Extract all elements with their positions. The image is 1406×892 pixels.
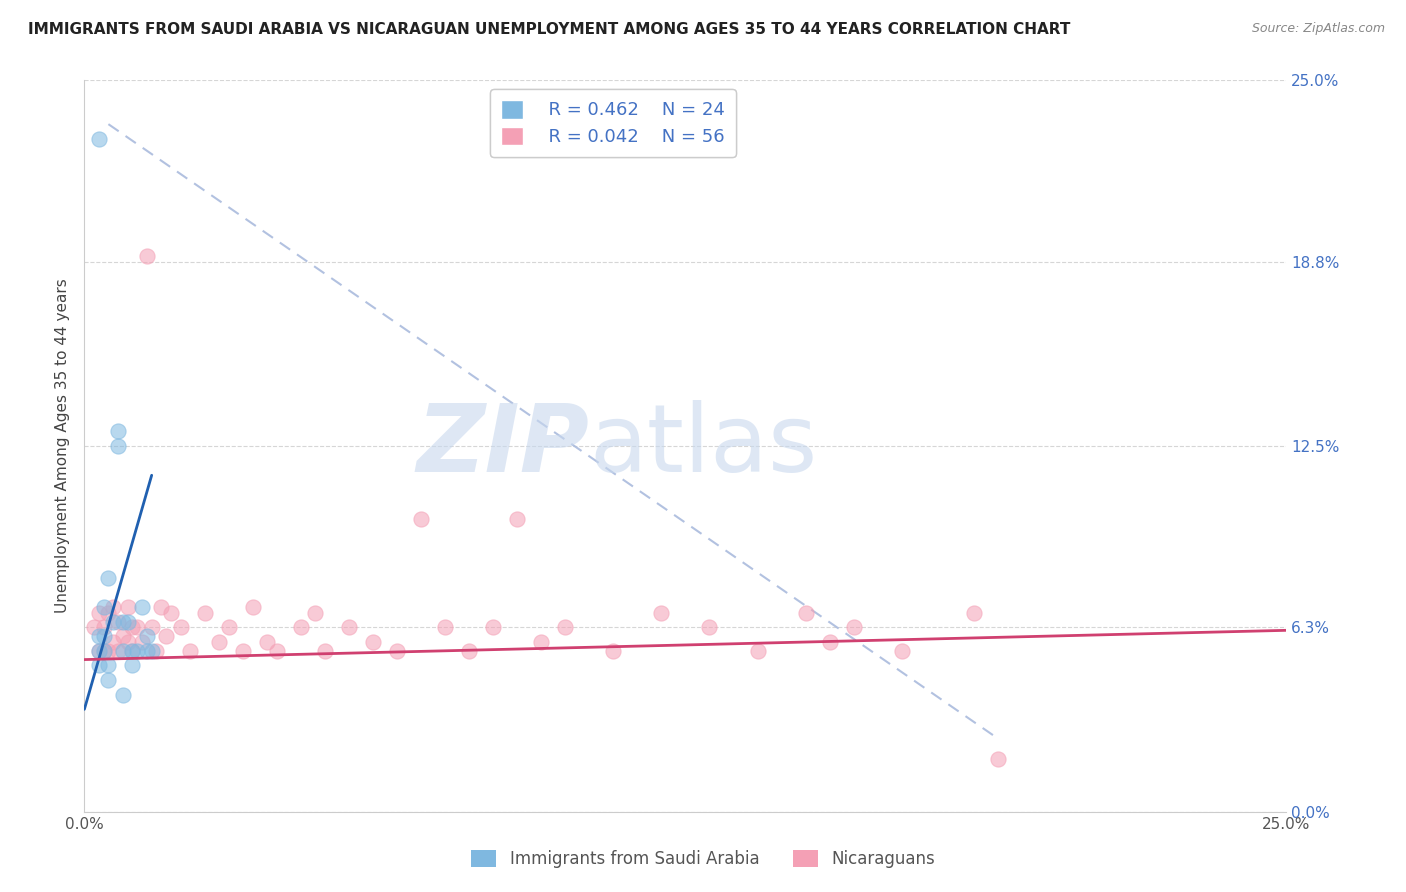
Point (747, 644, 769, 658)
Point (121, 644, 143, 658)
Text: atlas: atlas (589, 400, 817, 492)
Y-axis label: Unemployment Among Ages 35 to 44 years: Unemployment Among Ages 35 to 44 years (55, 278, 70, 614)
Point (385, 644, 408, 658)
Point (150, 599, 173, 614)
Point (97, 644, 120, 658)
Point (409, 512, 432, 526)
Point (117, 635, 139, 649)
Legend: Immigrants from Saudi Arabia, Nicaraguans: Immigrants from Saudi Arabia, Nicaraguan… (464, 843, 942, 875)
Point (107, 615, 129, 629)
Text: ZIP: ZIP (416, 400, 589, 492)
Point (194, 606, 217, 620)
Point (458, 644, 481, 658)
Point (232, 644, 254, 658)
Point (117, 599, 139, 614)
Point (208, 635, 231, 649)
Point (97, 606, 120, 620)
Point (266, 644, 288, 658)
Point (290, 620, 312, 634)
Point (97, 673, 120, 687)
Point (107, 644, 129, 658)
Point (87, 132, 110, 146)
Point (83, 620, 105, 634)
Point (93, 620, 115, 634)
Point (107, 439, 129, 453)
Point (111, 629, 134, 643)
Point (87, 606, 110, 620)
Point (482, 620, 505, 634)
Point (699, 620, 721, 634)
Point (87, 644, 110, 658)
Point (121, 644, 143, 658)
Point (361, 635, 384, 649)
Point (218, 620, 240, 634)
Point (554, 620, 576, 634)
Point (93, 644, 115, 658)
Point (890, 644, 912, 658)
Point (87, 629, 110, 643)
Point (169, 620, 191, 634)
Point (963, 606, 986, 620)
Point (314, 644, 336, 658)
Point (107, 425, 129, 439)
Point (121, 658, 143, 673)
Point (530, 635, 553, 649)
Point (242, 599, 264, 614)
Point (103, 635, 125, 649)
Point (87, 644, 110, 658)
Point (87, 658, 110, 673)
Point (93, 599, 115, 614)
Point (97, 571, 120, 585)
Point (141, 644, 163, 658)
Point (127, 644, 149, 658)
Point (160, 606, 183, 620)
Point (179, 644, 201, 658)
Legend:   R = 0.462    N = 24,   R = 0.042    N = 56: R = 0.462 N = 24, R = 0.042 N = 56 (491, 89, 735, 157)
Point (506, 512, 529, 526)
Point (256, 635, 278, 649)
Point (97, 658, 120, 673)
Point (434, 620, 457, 634)
Point (93, 629, 115, 643)
Point (794, 606, 817, 620)
Point (135, 249, 157, 263)
Point (131, 599, 153, 614)
Point (141, 620, 163, 634)
Point (117, 615, 139, 629)
Text: IMMIGRANTS FROM SAUDI ARABIA VS NICARAGUAN UNEMPLOYMENT AMONG AGES 35 TO 44 YEAR: IMMIGRANTS FROM SAUDI ARABIA VS NICARAGU… (28, 22, 1070, 37)
Point (304, 606, 326, 620)
Point (93, 644, 115, 658)
Point (111, 615, 134, 629)
Point (127, 620, 149, 634)
Point (818, 635, 841, 649)
Text: Source: ZipAtlas.com: Source: ZipAtlas.com (1251, 22, 1385, 36)
Point (842, 620, 865, 634)
Point (135, 644, 157, 658)
Point (337, 620, 360, 634)
Point (121, 620, 143, 634)
Point (987, 752, 1010, 766)
Point (135, 629, 157, 643)
Point (111, 688, 134, 702)
Point (145, 644, 167, 658)
Point (111, 644, 134, 658)
Point (103, 599, 125, 614)
Point (155, 629, 177, 643)
Point (131, 635, 153, 649)
Point (103, 615, 125, 629)
Point (650, 606, 672, 620)
Point (602, 644, 624, 658)
